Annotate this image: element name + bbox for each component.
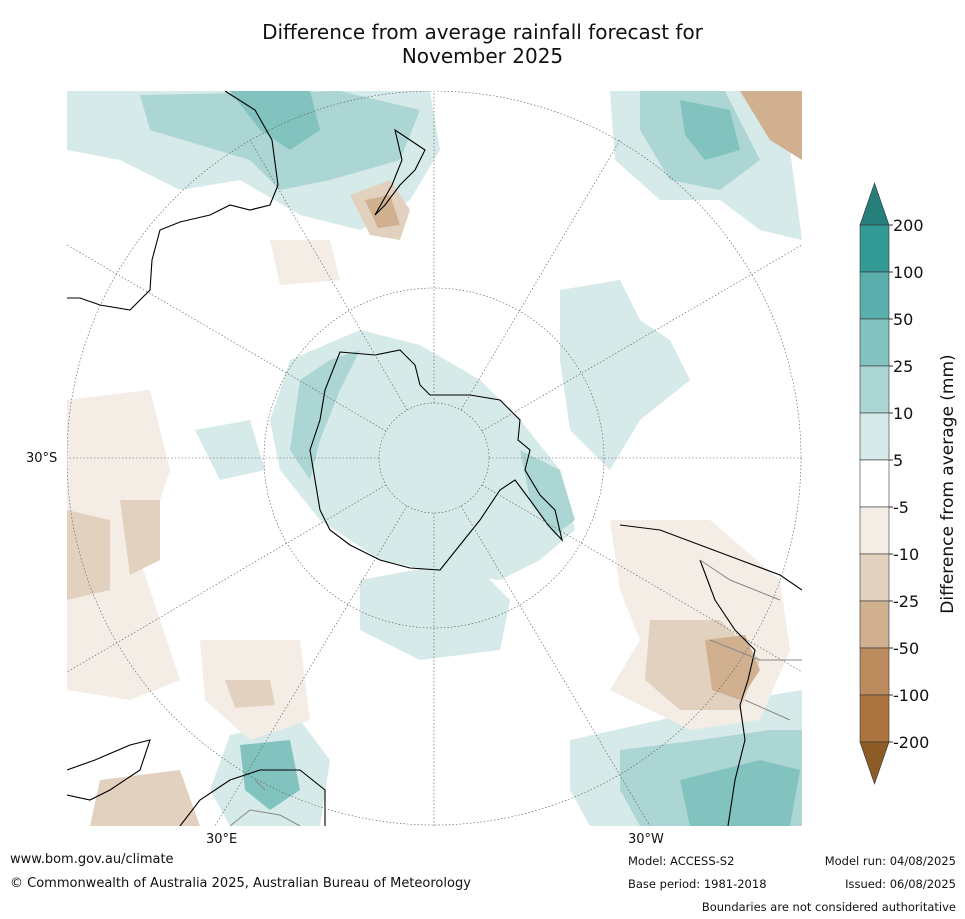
meridian-120 (67, 484, 387, 673)
colorbar-extend-upper (859, 182, 890, 226)
colorbar-tick-label: 25 (893, 357, 913, 376)
meridian-300 (481, 244, 802, 432)
boundary-south-america (699, 559, 802, 721)
colorbar-tick-label: -50 (893, 639, 919, 658)
footer-disclaimer: Boundaries are not considered authoritat… (701, 900, 956, 914)
wet-region-sw-atlantic-strong (680, 760, 800, 826)
footer-website: www.bom.gov.au/climate (10, 852, 174, 867)
title-line-2: November 2025 (401, 44, 564, 68)
wet-region-indian-east (195, 420, 265, 480)
wet-region-antarctic-ring (270, 330, 575, 580)
colorbar-tick-label: -10 (893, 545, 919, 564)
dry-region-nz-core (365, 195, 400, 228)
colorbar-tick-label: 200 (893, 216, 924, 235)
coastlines (67, 91, 802, 826)
meridian-30 (249, 139, 408, 411)
colorbar-tick-label: -25 (893, 592, 919, 611)
country-boundaries (229, 559, 802, 826)
wet-region-south-atlantic (360, 560, 510, 660)
colorbar-tick-label: 100 (893, 263, 924, 282)
dry-region-sw-corner (90, 770, 200, 826)
wet-anomaly-regions (67, 91, 802, 826)
latitude-label-30s: 30°S (26, 451, 58, 466)
colorbar-band (859, 412, 890, 461)
colorbar-label: Difference from average (mm) (938, 354, 958, 613)
colorbar-tick-label: 50 (893, 310, 913, 329)
wet-region-peninsula (520, 450, 575, 535)
footer-issued: Issued: 06/08/2025 (845, 877, 956, 891)
colorbar-band (859, 365, 890, 414)
graticule (67, 91, 802, 826)
colorbar-band (859, 224, 890, 273)
meridian-150 (214, 505, 408, 826)
colorbar-band (859, 318, 890, 367)
colorbar-tick-label: -100 (893, 686, 929, 705)
colorbar-tick-label: -5 (893, 498, 909, 517)
longitude-label-30e: 30°E (206, 832, 238, 847)
colorbar-band (859, 694, 890, 743)
dry-region-west-indian (67, 390, 180, 700)
footer-base-period: Base period: 1981-2018 (628, 877, 767, 891)
colorbar-tick-label: -200 (893, 733, 929, 752)
colorbar-bands (859, 182, 890, 785)
wet-region-pacific-ne-strong (680, 100, 740, 160)
colorbar-band (859, 271, 890, 320)
footer-model-run: Model run: 04/08/2025 (824, 854, 956, 868)
meridian-240 (481, 484, 802, 673)
dry-region-mid-pacific (270, 240, 340, 285)
colorbar-band (859, 647, 890, 696)
dry-region-west-core (67, 510, 110, 600)
colorbar-extend-lower (859, 741, 890, 785)
colorbar-band (859, 553, 890, 602)
wet-region-antarctic-west (290, 350, 360, 480)
footer-copyright: © Commonwealth of Australia 2025, Austra… (10, 876, 471, 891)
map-title: Difference from average rainfall forecas… (0, 20, 965, 68)
coastline-africa (67, 739, 326, 826)
wet-region-australia-strong (230, 91, 320, 150)
longitude-label-30w: 30°W (628, 832, 664, 847)
dry-region-south-indian-core (225, 680, 275, 708)
wet-region-africa-core (240, 740, 300, 810)
colorbar-tick-label: 5 (893, 451, 903, 470)
wet-region-pacific-band (560, 280, 690, 470)
title-line-1: Difference from average rainfall forecas… (262, 20, 703, 44)
latitude-circle-60s (263, 287, 605, 629)
colorbar-band (859, 506, 890, 555)
meridian-210 (460, 505, 651, 826)
dry-region-west-strip (120, 500, 160, 575)
colorbar-band (859, 459, 890, 508)
dry-anomaly-regions (67, 91, 802, 826)
dry-region-ne-corner (740, 91, 802, 160)
coastline-south-america (619, 524, 802, 826)
coastline-new-zealand (374, 128, 426, 216)
colorbar-band (859, 600, 890, 649)
boundary-africa (229, 779, 301, 826)
colorbar-tick-label: 10 (893, 404, 913, 423)
footer-model: Model: ACCESS-S2 (628, 854, 735, 868)
coastline-antarctica (309, 349, 564, 571)
colorbar-ticks: 200 100 50 25 10 5 -5 -10 -25 -50 -100 -200 (889, 216, 929, 752)
coastline-australia (67, 91, 279, 311)
